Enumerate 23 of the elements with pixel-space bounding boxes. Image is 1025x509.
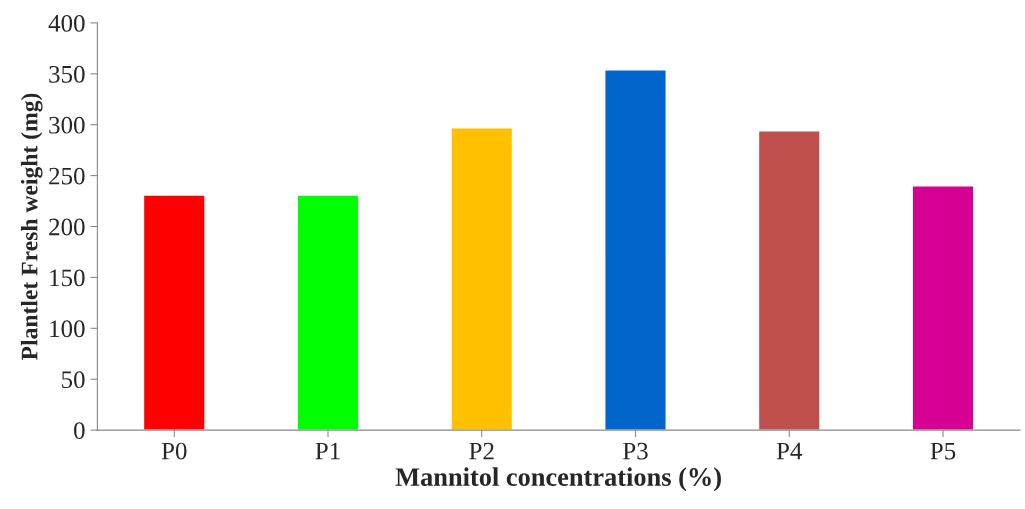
y-tick-label: 100 (50, 320, 85, 338)
x-tick-label: P3 (623, 442, 648, 460)
x-axis-title: Mannitol concentrations (%) (395, 467, 721, 492)
y-tick-label: 200 (49, 218, 85, 236)
y-tick-label: 350 (49, 65, 85, 83)
y-tick-label: 150 (50, 269, 85, 287)
y-tick-label: 300 (49, 116, 85, 134)
bar (296, 194, 360, 431)
y-axis-title: Plantlet Fresh weight (mg) (20, 93, 43, 360)
y-tick-label: 0 (74, 422, 85, 440)
y-tick-label: 400 (48, 14, 85, 32)
x-tick-label: P5 (930, 442, 956, 460)
bar (911, 185, 975, 431)
x-tick-label: P1 (315, 442, 340, 460)
bar (142, 194, 206, 431)
bar (450, 127, 514, 431)
bar (757, 130, 821, 431)
y-tick-label: 50 (62, 371, 85, 389)
x-tick-label: P2 (469, 442, 494, 460)
x-tick-label: P0 (161, 442, 187, 460)
x-tick-label: P4 (776, 442, 803, 460)
bar (604, 69, 667, 431)
y-tick-label: 250 (49, 167, 85, 185)
